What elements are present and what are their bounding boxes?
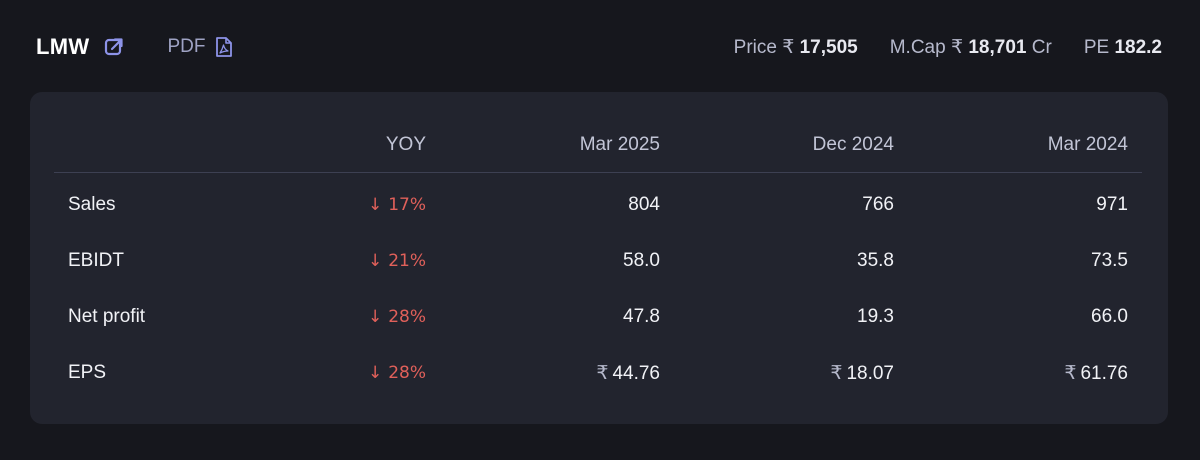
cell-value: 47.8 [623, 306, 660, 327]
table-header-row: YOY Mar 2025 Dec 2024 Mar 2024 [54, 118, 1142, 173]
table-cell: 19.3 [674, 289, 908, 345]
header-metrics: Price ₹ 17,505 M.Cap ₹ 18,701 Cr PE 182.… [734, 36, 1162, 59]
pe-metric: PE 182.2 [1084, 37, 1162, 59]
yoy-value: 28% [388, 307, 426, 327]
cell-value: 971 [1096, 194, 1128, 215]
column-header-period: Mar 2025 [440, 118, 674, 173]
pe-label: PE [1083, 36, 1110, 58]
stock-header: LMW PDF Price [36, 28, 1162, 66]
cell-value: 44.76 [612, 362, 660, 384]
down-arrow-icon: ↓ [367, 307, 383, 327]
cell-value: 804 [628, 194, 660, 215]
column-header-period: Mar 2024 [908, 118, 1142, 173]
row-label: EPS [68, 362, 107, 383]
rupee-symbol: ₹ [1064, 362, 1077, 384]
cell-value: 58.0 [623, 250, 660, 271]
yoy-change: ↓ 17% [274, 173, 440, 234]
rupee-symbol: ₹ [596, 362, 609, 384]
table-row: Sales ↓ 17% 804 766 971 [54, 173, 1142, 234]
yoy-value: 28% [388, 363, 426, 383]
yoy-change: ↓ 21% [274, 233, 440, 289]
cell-value: 66.0 [1091, 306, 1128, 327]
table-cell: 47.8 [440, 289, 674, 345]
row-label: EBIDT [68, 250, 124, 271]
row-label: Net profit [68, 306, 146, 327]
price-value: 17,505 [799, 36, 858, 58]
pdf-label: PDF [167, 36, 206, 57]
price-metric: Price ₹ 17,505 [734, 36, 858, 59]
column-header-yoy: YOY [274, 118, 440, 173]
rupee-symbol: ₹ [830, 362, 843, 384]
price-label: Price [733, 36, 777, 58]
table-cell: ₹61.76 [908, 345, 1142, 401]
cell-value: 18.07 [846, 362, 894, 384]
row-label: Sales [68, 194, 116, 215]
cell-value: 35.8 [857, 250, 894, 271]
table-row: EPS ↓ 28% ₹44.76 ₹18.07 ₹61.76 [54, 345, 1142, 401]
cell-value: 61.76 [1080, 362, 1128, 384]
down-arrow-icon: ↓ [367, 195, 383, 215]
table-cell: ₹18.07 [674, 345, 908, 401]
external-link-icon[interactable] [103, 36, 125, 58]
table-cell: ₹44.76 [440, 345, 674, 401]
column-header-period: Dec 2024 [674, 118, 908, 173]
table-cell: 35.8 [674, 233, 908, 289]
pdf-file-icon [215, 36, 233, 58]
mcap-value: 18,701 [968, 36, 1027, 58]
yoy-value: 17% [388, 195, 426, 215]
mcap-currency: ₹ [950, 36, 964, 58]
table-cell: 971 [908, 173, 1142, 234]
company-name: LMW [36, 34, 90, 59]
yoy-change: ↓ 28% [274, 345, 440, 401]
table-cell: 73.5 [908, 233, 1142, 289]
table-row: EBIDT ↓ 21% 58.0 35.8 73.5 [54, 233, 1142, 289]
table-cell: 58.0 [440, 233, 674, 289]
yoy-change: ↓ 28% [274, 289, 440, 345]
table-cell: 766 [674, 173, 908, 234]
yoy-value: 21% [388, 251, 426, 271]
pdf-link[interactable]: PDF [167, 36, 233, 58]
mcap-label: M.Cap [889, 36, 946, 58]
results-card: YOY Mar 2025 Dec 2024 Mar 2024 Sales ↓ 17… [30, 92, 1168, 424]
table-cell: 804 [440, 173, 674, 234]
table-cell: 66.0 [908, 289, 1142, 345]
mcap-unit: Cr [1031, 36, 1052, 58]
price-currency: ₹ [782, 36, 795, 58]
quarterly-results-table: YOY Mar 2025 Dec 2024 Mar 2024 Sales ↓ 17… [54, 118, 1142, 401]
column-header-metric [54, 118, 274, 173]
pe-value: 182.2 [1114, 36, 1162, 58]
table-row: Net profit ↓ 28% 47.8 19.3 66.0 [54, 289, 1142, 345]
down-arrow-icon: ↓ [367, 363, 383, 383]
cell-value: 73.5 [1091, 250, 1128, 271]
cell-value: 766 [862, 194, 894, 215]
header-left: LMW PDF [36, 34, 233, 60]
cell-value: 19.3 [857, 306, 894, 327]
down-arrow-icon: ↓ [367, 251, 383, 271]
mcap-metric: M.Cap ₹ 18,701 Cr [890, 36, 1052, 59]
